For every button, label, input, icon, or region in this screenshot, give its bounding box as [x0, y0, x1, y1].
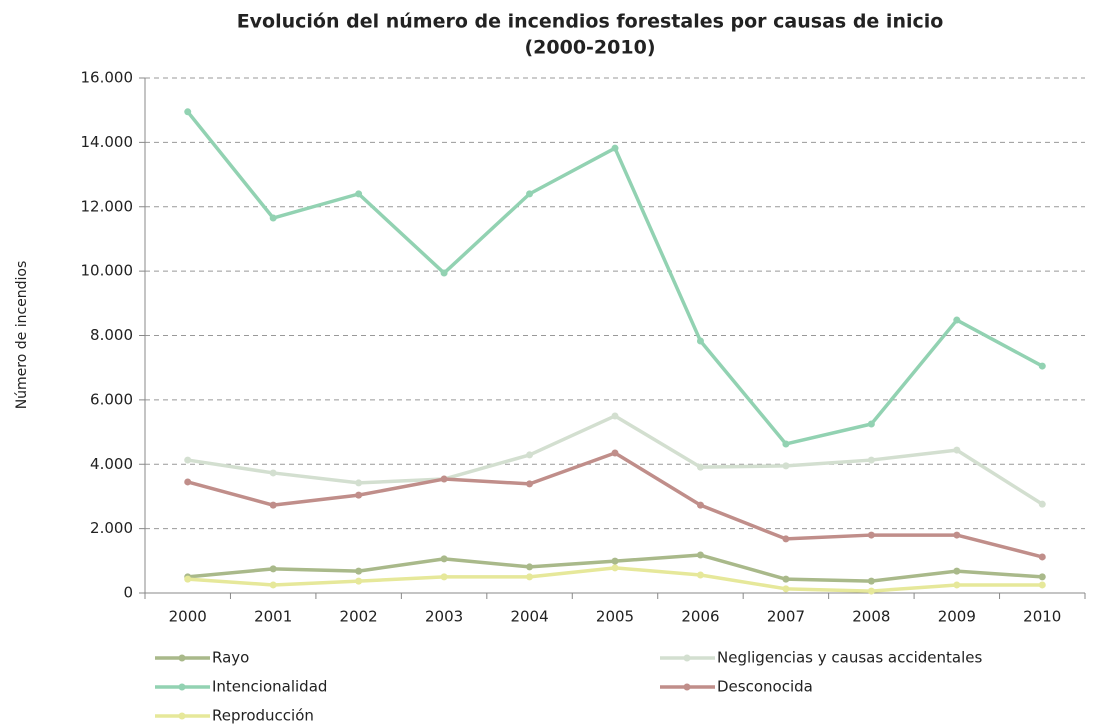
- data-point: [526, 573, 534, 581]
- data-point: [526, 563, 534, 571]
- x-tick-label: 2005: [596, 608, 634, 626]
- y-tick-label: 4.000: [90, 455, 133, 473]
- data-point: [269, 214, 277, 222]
- data-point: [355, 577, 363, 585]
- series-line: [187, 451, 1043, 559]
- y-tick-label: 14.000: [81, 133, 134, 151]
- x-tick-label: 2004: [510, 608, 548, 626]
- data-point: [696, 337, 704, 345]
- legend-label: Rayo: [212, 649, 249, 667]
- data-point: [184, 478, 192, 486]
- data-point: [782, 575, 790, 583]
- data-point: [782, 462, 790, 470]
- data-point: [867, 420, 875, 428]
- y-tick-label: 12.000: [81, 197, 134, 215]
- y-tick-label: 2.000: [90, 519, 133, 537]
- data-point: [184, 456, 192, 464]
- legend-marker: [683, 683, 691, 691]
- data-point: [269, 501, 277, 509]
- x-tick-label: 2006: [681, 608, 719, 626]
- data-point: [696, 463, 704, 471]
- data-point: [611, 557, 619, 565]
- x-tick-label: 2009: [938, 608, 976, 626]
- data-point: [184, 108, 192, 116]
- data-point: [440, 573, 448, 581]
- data-point: [782, 440, 790, 448]
- legend-marker: [683, 654, 691, 662]
- data-point: [355, 190, 363, 198]
- data-point: [611, 564, 619, 572]
- data-point: [867, 456, 875, 464]
- x-tick-label: 2008: [852, 608, 890, 626]
- data-point: [696, 501, 704, 509]
- x-tick-label: 2001: [254, 608, 292, 626]
- y-tick-label: 10.000: [81, 262, 134, 280]
- data-point: [867, 587, 875, 595]
- data-point: [953, 581, 961, 589]
- data-point: [269, 581, 277, 589]
- y-tick-label: 8.000: [90, 326, 133, 344]
- data-point: [1038, 581, 1046, 589]
- data-point: [867, 577, 875, 585]
- x-tick-label: 2007: [767, 608, 805, 626]
- data-point: [355, 491, 363, 499]
- data-point: [782, 535, 790, 543]
- data-point: [782, 585, 790, 593]
- data-point: [611, 412, 619, 420]
- data-point: [867, 531, 875, 539]
- data-point: [440, 555, 448, 563]
- legend-label: Desconocida: [717, 678, 813, 696]
- data-point: [184, 575, 192, 583]
- data-point: [953, 567, 961, 575]
- chart-title: (2000-2010): [524, 37, 655, 59]
- data-point: [526, 451, 534, 459]
- data-point: [953, 531, 961, 539]
- data-point: [1038, 573, 1046, 581]
- legend-marker: [178, 712, 186, 720]
- x-tick-label: 2000: [169, 608, 207, 626]
- data-point: [440, 475, 448, 483]
- x-tick-label: 2002: [340, 608, 378, 626]
- chart-title: Evolución del número de incendios forest…: [237, 11, 944, 33]
- data-point: [269, 565, 277, 573]
- data-point: [611, 144, 619, 152]
- data-point: [269, 469, 277, 477]
- y-tick-label: 16.000: [81, 69, 134, 87]
- series-line: [187, 414, 1044, 506]
- x-tick-label: 2010: [1023, 608, 1061, 626]
- series-line: [186, 110, 1044, 446]
- data-point: [526, 480, 534, 488]
- data-point: [440, 269, 448, 277]
- data-point: [526, 190, 534, 198]
- data-point: [953, 446, 961, 454]
- y-axis-label: Número de incendios: [14, 261, 30, 410]
- data-point: [355, 567, 363, 575]
- data-point: [611, 449, 619, 457]
- data-point: [355, 479, 363, 487]
- legend-label: Reproducción: [212, 707, 314, 725]
- data-point: [1038, 362, 1046, 370]
- legend-label: Negligencias y causas accidentales: [717, 649, 983, 667]
- data-point: [1038, 500, 1046, 508]
- data-point: [696, 551, 704, 559]
- legend-marker: [178, 654, 186, 662]
- data-point: [953, 316, 961, 324]
- legend-label: Intencionalidad: [212, 678, 327, 696]
- y-tick-label: 6.000: [90, 390, 133, 408]
- y-tick-label: 0: [123, 584, 133, 602]
- data-point: [1038, 553, 1046, 561]
- x-tick-label: 2003: [425, 608, 463, 626]
- legend-marker: [178, 683, 186, 691]
- data-point: [696, 571, 704, 579]
